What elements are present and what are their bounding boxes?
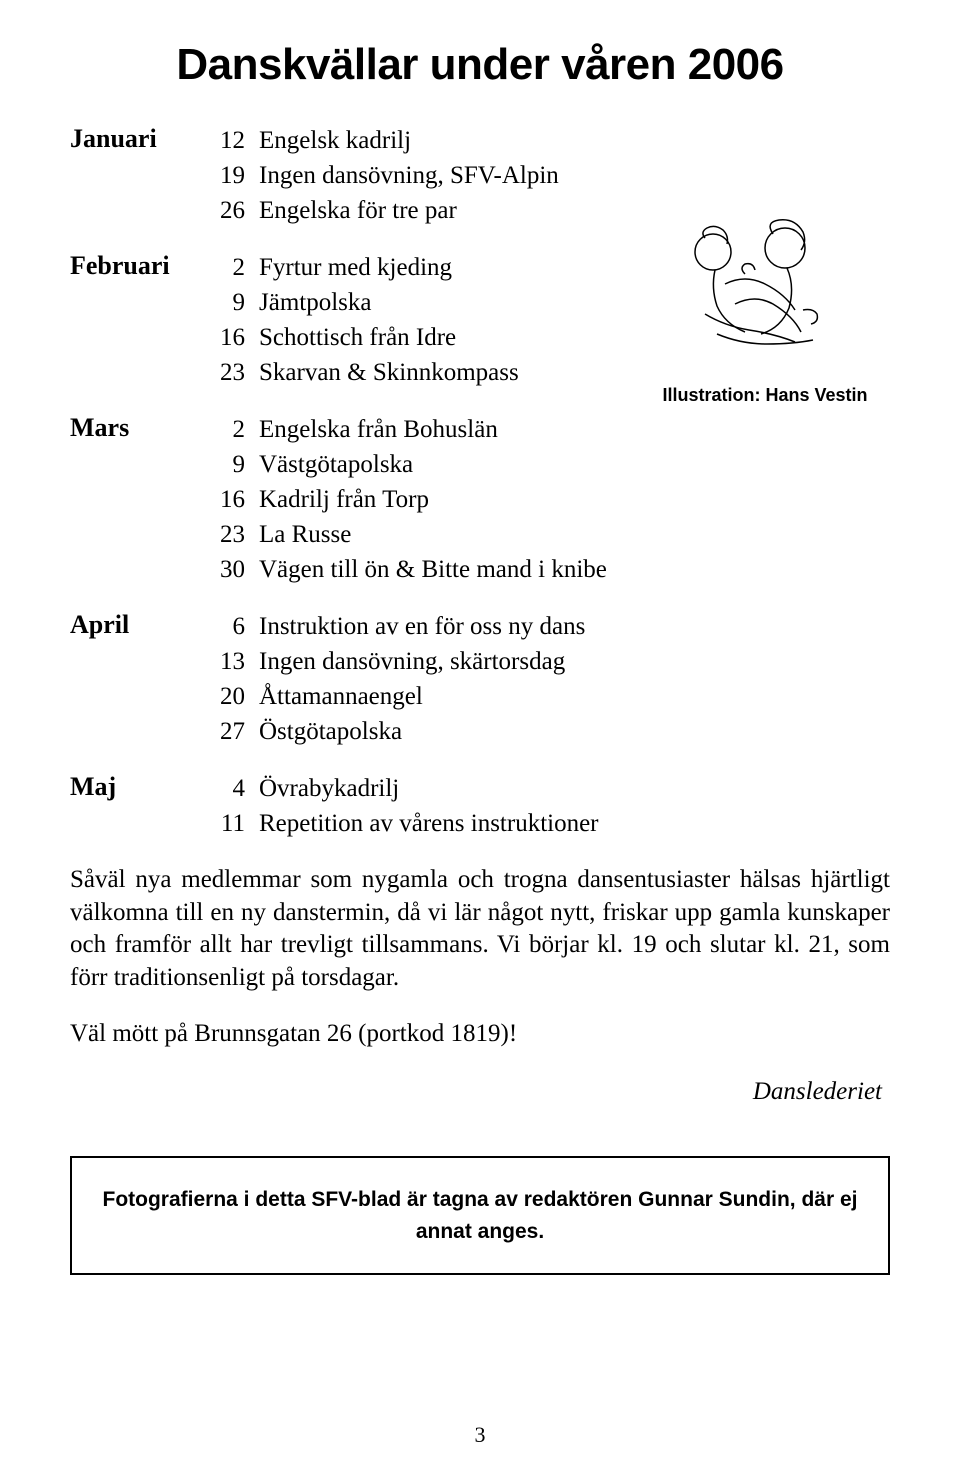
event-desc: Instruktion av en för oss ny dans bbox=[259, 610, 890, 643]
event-desc: La Russe bbox=[259, 518, 890, 551]
event-day: 20 bbox=[215, 680, 259, 713]
event-line: 6Instruktion av en för oss ny dans bbox=[215, 610, 890, 643]
event-day: 9 bbox=[215, 448, 259, 481]
page-title: Danskvällar under våren 2006 bbox=[70, 40, 890, 90]
event-desc: Engelsk kadrilj bbox=[259, 124, 890, 157]
event-line: 2Engelska från Bohuslän bbox=[215, 413, 890, 446]
month-row: Mars 2Engelska från Bohuslän 9Västgötapo… bbox=[70, 413, 890, 588]
event-day: 16 bbox=[215, 321, 259, 354]
month-row: April 6Instruktion av en för oss ny dans… bbox=[70, 610, 890, 750]
info-box: Fotografierna i detta SFV-blad är tagna … bbox=[70, 1156, 890, 1275]
event-line: 16Kadrilj från Torp bbox=[215, 483, 890, 516]
closing-text: Väl mött på Brunnsgatan 26 (portkod 1819… bbox=[70, 1020, 890, 1048]
month-events: 2Engelska från Bohuslän 9Västgötapolska … bbox=[215, 413, 890, 588]
illustration: Illustration: Hans Vestin bbox=[640, 214, 890, 404]
event-day: 30 bbox=[215, 553, 259, 586]
event-desc: Västgötapolska bbox=[259, 448, 890, 481]
month-events: 4Övrabykadrilj 11Repetition av vårens in… bbox=[215, 772, 890, 842]
event-line: 9Västgötapolska bbox=[215, 448, 890, 481]
event-desc: Kadrilj från Torp bbox=[259, 483, 890, 516]
month-label: Mars bbox=[70, 413, 215, 443]
month-label: Januari bbox=[70, 124, 215, 154]
event-day: 16 bbox=[215, 483, 259, 516]
event-desc: Åttamannaengel bbox=[259, 680, 890, 713]
month-label: Februari bbox=[70, 251, 215, 281]
event-day: 13 bbox=[215, 645, 259, 678]
illustration-caption: Illustration: Hans Vestin bbox=[640, 385, 890, 406]
event-line: 4Övrabykadrilj bbox=[215, 772, 890, 805]
body-paragraph: Såväl nya medlemmar som nygamla och trog… bbox=[70, 864, 890, 994]
event-desc: Ingen dansövning, skärtorsdag bbox=[259, 645, 890, 678]
event-day: 11 bbox=[215, 807, 259, 840]
event-day: 4 bbox=[215, 772, 259, 805]
event-desc: Östgötapolska bbox=[259, 715, 890, 748]
event-line: 11Repetition av vårens instruktioner bbox=[215, 807, 890, 840]
event-line: 20Åttamannaengel bbox=[215, 680, 890, 713]
event-day: 12 bbox=[215, 124, 259, 157]
event-day: 6 bbox=[215, 610, 259, 643]
event-day: 19 bbox=[215, 159, 259, 192]
event-line: 27Östgötapolska bbox=[215, 715, 890, 748]
event-line: 12Engelsk kadrilj bbox=[215, 124, 890, 157]
event-day: 2 bbox=[215, 251, 259, 284]
event-line: 19Ingen dansövning, SFV-Alpin bbox=[215, 159, 890, 192]
event-day: 9 bbox=[215, 286, 259, 319]
event-day: 26 bbox=[215, 194, 259, 227]
event-desc: Repetition av vårens instruktioner bbox=[259, 807, 890, 840]
schedule-container: Januari 12Engelsk kadrilj 19Ingen dansöv… bbox=[70, 124, 890, 842]
page-number: 3 bbox=[0, 1422, 960, 1448]
event-line: 13Ingen dansövning, skärtorsdag bbox=[215, 645, 890, 678]
event-day: 2 bbox=[215, 413, 259, 446]
event-line: 23La Russe bbox=[215, 518, 890, 551]
month-events: 6Instruktion av en för oss ny dans 13Ing… bbox=[215, 610, 890, 750]
event-desc: Vägen till ön & Bitte mand i knibe bbox=[259, 553, 890, 586]
signature: Danslederiet bbox=[70, 1078, 882, 1106]
month-row: Maj 4Övrabykadrilj 11Repetition av våren… bbox=[70, 772, 890, 842]
event-desc: Övrabykadrilj bbox=[259, 772, 890, 805]
event-day: 23 bbox=[215, 518, 259, 551]
event-day: 23 bbox=[215, 356, 259, 389]
event-day: 27 bbox=[215, 715, 259, 748]
event-desc: Ingen dansövning, SFV-Alpin bbox=[259, 159, 890, 192]
dancers-icon bbox=[645, 214, 885, 374]
event-desc: Engelska från Bohuslän bbox=[259, 413, 890, 446]
event-line: 30Vägen till ön & Bitte mand i knibe bbox=[215, 553, 890, 586]
month-label: April bbox=[70, 610, 215, 640]
month-label: Maj bbox=[70, 772, 215, 802]
